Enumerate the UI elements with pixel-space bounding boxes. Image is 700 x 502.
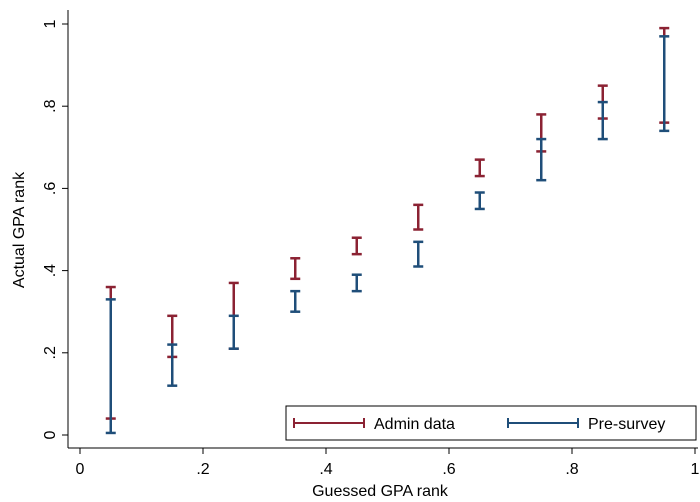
error-bar: [474, 158, 485, 178]
legend-item: Admin data: [293, 416, 455, 433]
error-bar: [351, 273, 362, 293]
x-tick-label: .6: [442, 461, 455, 478]
error-bar: [105, 298, 116, 435]
error-bar: [536, 137, 547, 182]
error-bar: [290, 289, 301, 313]
y-axis-title: Actual GPA rank: [11, 171, 28, 288]
x-tick-label: .8: [565, 461, 578, 478]
x-tick-label: .4: [319, 461, 332, 478]
legend-label: Pre-survey: [588, 416, 665, 433]
x-axis-title: Guessed GPA rank: [312, 483, 449, 500]
legend-label: Admin data: [374, 416, 455, 433]
legend: Admin data Pre-survey: [285, 405, 697, 441]
y-tick-label: .8: [42, 99, 59, 112]
y-tick-label: .6: [42, 182, 59, 195]
error-bars: [105, 26, 670, 435]
x-tick-label: 1: [691, 461, 700, 478]
error-bar: [167, 343, 178, 387]
error-bar: [597, 100, 608, 141]
error-bar: [474, 191, 485, 211]
error-bar: [413, 203, 424, 231]
error-bar: [228, 314, 239, 350]
error-bar: [413, 240, 424, 268]
y-tick-label: 1: [42, 19, 59, 28]
y-tick-label: .4: [42, 264, 59, 277]
error-bar: [290, 257, 301, 281]
y-tick-label: .2: [42, 346, 59, 359]
y-tick-label: 0: [42, 430, 59, 439]
x-tick-label: .2: [196, 461, 209, 478]
error-bar: [659, 35, 670, 133]
plot-area: [68, 10, 698, 448]
x-tick-label: 0: [76, 461, 85, 478]
legend-item: Pre-survey: [507, 416, 665, 433]
axes: 0 .2 .4 .6 .8 1 0 .2 .4 .6 .8 1: [42, 10, 700, 478]
series-pre-survey: [105, 35, 670, 435]
error-bar: [351, 236, 362, 256]
